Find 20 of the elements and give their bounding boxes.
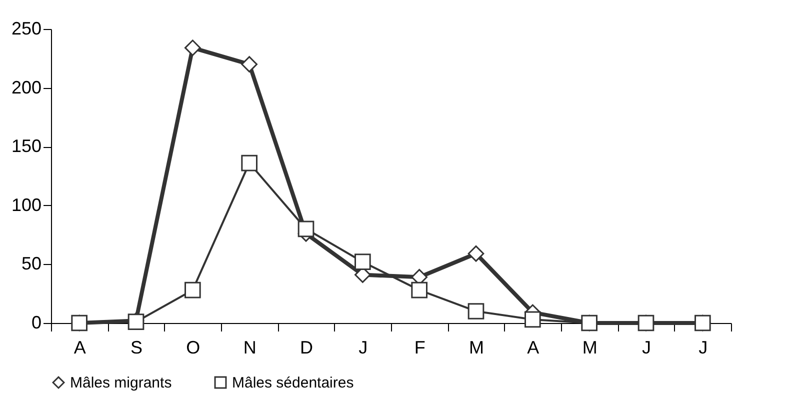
x-tick-label: M [582,338,598,358]
y-tick-label: 0 [31,312,42,332]
y-tick-label: 250 [11,18,42,38]
y-tick-label: 200 [11,77,42,98]
y-tick-label: 150 [11,136,42,156]
x-tick-label: N [243,338,256,358]
x-tick-label: A [527,338,540,358]
x-tick-label: J [358,338,368,358]
legend-label: Mâles sédentaires [232,374,354,392]
x-tick-label: S [130,338,143,358]
x-tick-label: M [469,338,484,358]
x-tick-label: J [642,338,651,358]
x-tick-label: F [414,338,426,358]
x-tick-label: J [698,338,708,358]
x-tick-label: D [300,338,313,358]
legend-label: Mâles migrants [70,374,172,392]
x-tick-label: O [186,338,200,358]
y-tick-label: 100 [11,194,42,215]
y-tick-label: 50 [21,254,42,274]
x-tick-label: A [74,338,86,358]
